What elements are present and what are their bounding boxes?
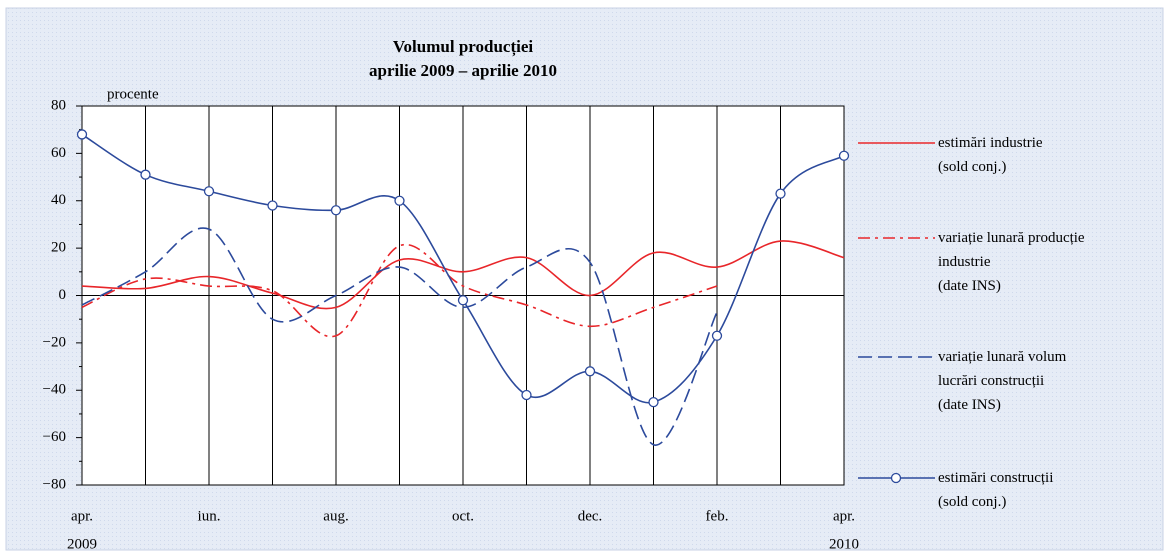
y-tick-label: −60 — [43, 429, 66, 445]
y-tick-label: 40 — [51, 192, 66, 208]
y-tick-label: 80 — [51, 97, 66, 113]
x-tick-label: aug. — [323, 508, 348, 524]
x-tick-label: dec. — [578, 508, 603, 524]
y-axis-label: procente — [107, 86, 159, 102]
legend-label: estimări industrie (sold conj.) — [938, 135, 1043, 175]
x-tick-label: oct. — [452, 508, 474, 524]
series-line — [81, 240, 845, 310]
chart-title: Volumul producției — [393, 37, 534, 57]
series-marker — [267, 200, 278, 211]
legend-label: variație lunară volum lucrări construcți… — [938, 349, 1067, 413]
legend-label: estimări construcții (sold conj.) — [938, 470, 1054, 510]
x-tick-label: feb. — [706, 508, 729, 524]
legend-marker — [890, 472, 902, 484]
series-marker — [140, 169, 151, 180]
y-tick-label: 60 — [51, 145, 66, 161]
x-tick-label: apr. — [833, 508, 855, 524]
x-tick-label: iun. — [198, 508, 221, 524]
legend-label: variație lunară producție industrie (dat… — [938, 230, 1085, 294]
x-year-label: 2009 — [67, 536, 97, 552]
series-marker — [838, 150, 850, 161]
series-marker — [203, 186, 215, 197]
series-marker — [521, 389, 532, 401]
series-marker — [457, 295, 469, 306]
series-marker — [775, 188, 786, 199]
y-tick-label: −40 — [43, 382, 66, 398]
series-marker — [394, 195, 405, 206]
y-tick-label: 20 — [51, 240, 66, 256]
series-marker — [330, 205, 342, 216]
series-marker — [648, 396, 659, 408]
y-tick-label: −80 — [43, 476, 66, 492]
series-marker — [76, 129, 88, 140]
y-tick-label: 0 — [59, 287, 67, 303]
series-marker — [584, 366, 596, 377]
series-marker — [711, 330, 723, 341]
plot-border — [81, 105, 845, 486]
y-tick-label: −20 — [43, 334, 66, 350]
series-line — [81, 227, 718, 446]
x-year-label: 2010 — [829, 536, 859, 552]
chart-subtitle: aprilie 2009 – aprilie 2010 — [369, 61, 557, 80]
x-tick-label: apr. — [71, 508, 93, 524]
